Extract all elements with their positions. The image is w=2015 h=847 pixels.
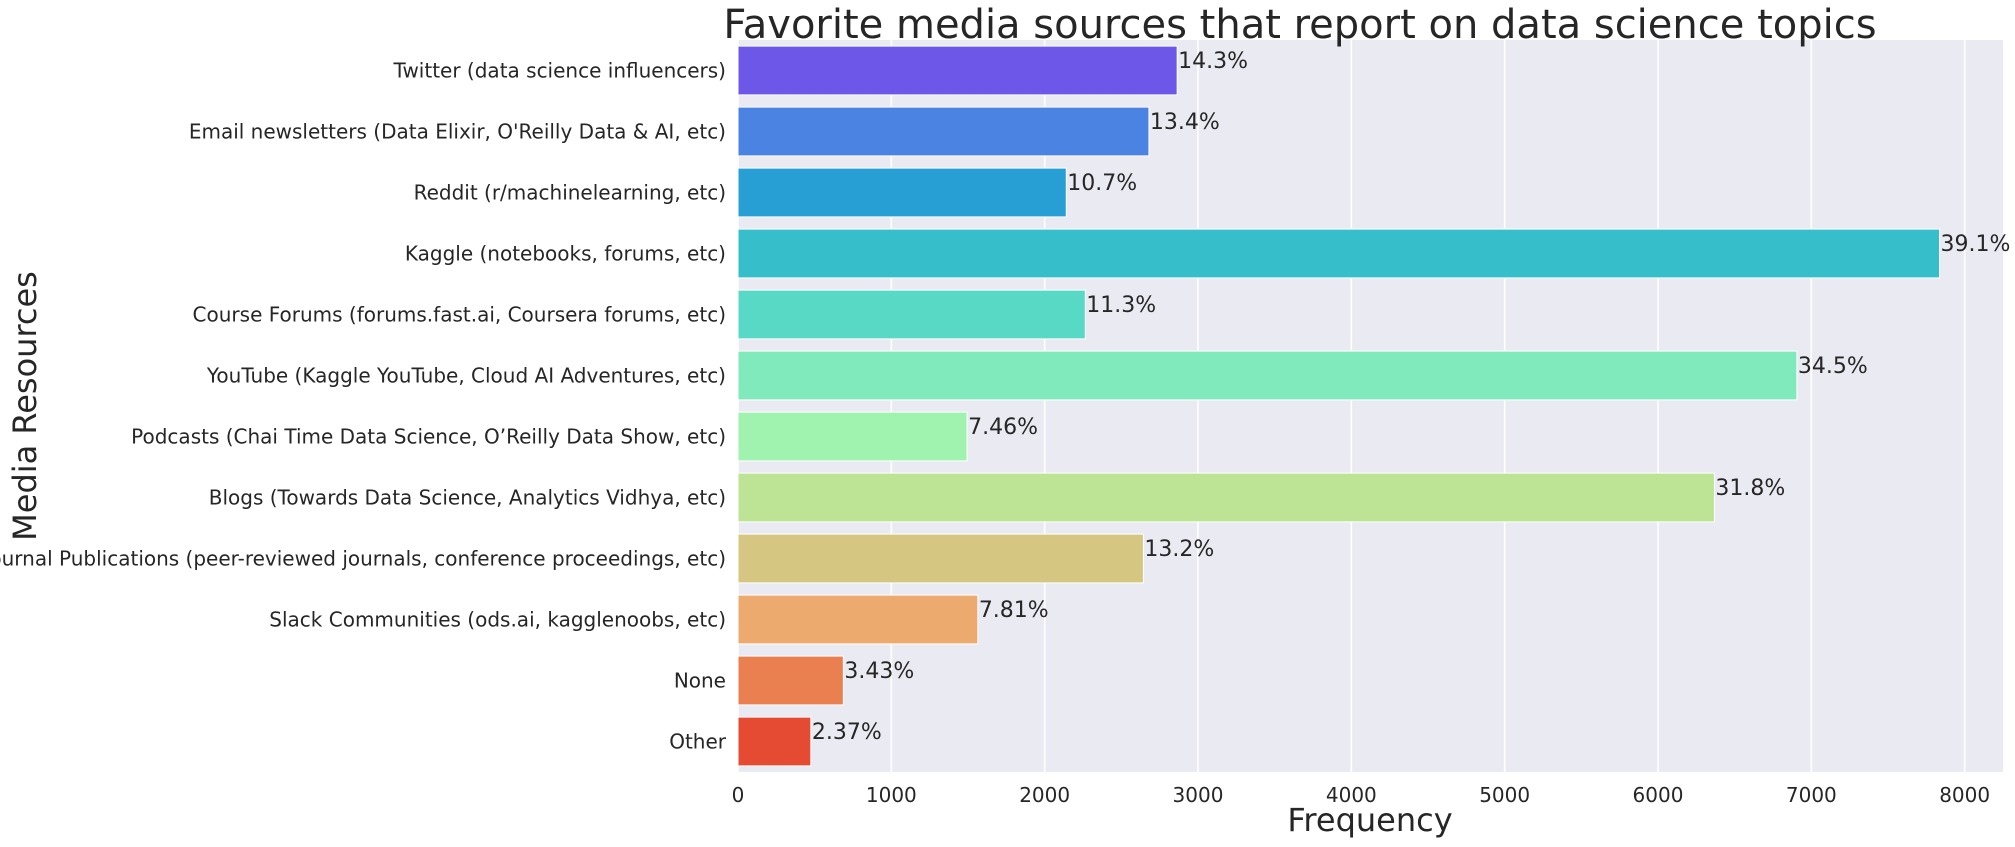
x-tick-label-6000: 6000: [1633, 783, 1684, 807]
bars: [737, 45, 1941, 767]
data-label-blogs-towards-data-science-analytics-vidhya-etc: 31.8%: [1715, 476, 1785, 501]
category-label-blogs-towards-data-science-analytics-vidhya-etc: Blogs (Towards Data Science, Analytics V…: [209, 486, 726, 510]
x-tick-label-8000: 8000: [1939, 783, 1990, 807]
x-tick-label-2000: 2000: [1019, 783, 1070, 807]
category-label-reddit-r-machinelearning-etc: Reddit (r/machinelearning, etc): [414, 181, 726, 205]
gridlines: [737, 40, 1966, 772]
data-label-twitter-data-science-influencers: 14.3%: [1178, 49, 1248, 74]
data-label-slack-communities-ods-ai-kagglenoobs-etc: 7.81%: [979, 598, 1049, 623]
bar-none: [737, 655, 844, 706]
bar-twitter-data-science-influencers: [737, 45, 1178, 96]
category-label-email-newsletters-data-elixir-o-reilly-data-ai-etc: Email newsletters (Data Elixir, O'Reilly…: [189, 120, 726, 144]
plot-background: [738, 40, 2003, 772]
bar-podcasts-chai-time-data-science-o-reilly-data-show-etc: [737, 411, 968, 462]
chart-title: Favorite media sources that report on da…: [723, 2, 1876, 48]
y-axis-title: Media Resources: [6, 271, 44, 541]
bar-email-newsletters-data-elixir-o-reilly-data-ai-etc: [737, 106, 1150, 157]
category-labels: Twitter (data science influencers) Email …: [0, 59, 727, 754]
category-label-other: Other: [669, 730, 727, 754]
category-label-none: None: [674, 669, 726, 693]
data-label-podcasts-chai-time-data-science-o-reilly-data-show-etc: 7.46%: [968, 415, 1038, 440]
x-tick-label-1000: 1000: [866, 783, 917, 807]
x-tick-label-5000: 5000: [1479, 783, 1530, 807]
data-label-youtube-kaggle-youtube-cloud-ai-adventures-etc: 34.5%: [1798, 354, 1868, 379]
bar-slack-communities-ods-ai-kagglenoobs-etc: [737, 594, 979, 645]
data-label-other: 2.37%: [812, 720, 882, 745]
bar-kaggle-notebooks-forums-etc: [737, 228, 1941, 279]
bar-course-forums-forums-fast-ai-coursera-forums-etc: [737, 289, 1086, 340]
x-axis-title: Frequency: [1287, 801, 1452, 839]
category-label-youtube-kaggle-youtube-cloud-ai-adventures-etc: YouTube (Kaggle YouTube, Cloud AI Advent…: [206, 364, 726, 388]
data-labels: 14.3% 13.4% 10.7% 39.1% 11.3% 34.5% 7.46% 31.8%…: [812, 49, 2011, 745]
data-label-none: 3.43%: [844, 659, 914, 684]
category-label-journal-publications-peer-reviewed-journals-conference-proceedings-etc: Journal Publications (peer-reviewed jour…: [0, 547, 726, 571]
category-label-kaggle-notebooks-forums-etc: Kaggle (notebooks, forums, etc): [405, 242, 726, 266]
category-label-podcasts-chai-time-data-science-o-reilly-data-show-etc: Podcasts (Chai Time Data Science, O’Reil…: [131, 425, 726, 449]
data-label-journal-publications-peer-reviewed-journals-conference-proceedings-etc: 13.2%: [1144, 537, 1214, 562]
bar-youtube-kaggle-youtube-cloud-ai-adventures-etc: [737, 350, 1798, 401]
bar-other: [737, 716, 812, 767]
bar-journal-publications-peer-reviewed-journals-conference-proceedings-etc: [737, 533, 1144, 584]
data-label-course-forums-forums-fast-ai-coursera-forums-etc: 11.3%: [1086, 293, 1156, 318]
x-tick-label-7000: 7000: [1786, 783, 1837, 807]
bar-blogs-towards-data-science-analytics-vidhya-etc: [737, 472, 1715, 523]
data-label-email-newsletters-data-elixir-o-reilly-data-ai-etc: 13.4%: [1150, 110, 1220, 135]
x-tick-label-3000: 3000: [1173, 783, 1224, 807]
category-label-course-forums-forums-fast-ai-coursera-forums-etc: Course Forums (forums.fast.ai, Coursera …: [193, 303, 726, 327]
bar-reddit-r-machinelearning-etc: [737, 167, 1067, 218]
x-tick-labels: 0 1000 2000 3000 4000 5000 6000 7000 8000: [732, 783, 1990, 807]
category-label-slack-communities-ods-ai-kagglenoobs-etc: Slack Communities (ods.ai, kagglenoobs, …: [269, 608, 726, 632]
x-tick-label-4000: 4000: [1326, 783, 1377, 807]
category-label-twitter-data-science-influencers: Twitter (data science influencers): [393, 59, 726, 83]
data-label-reddit-r-machinelearning-etc: 10.7%: [1067, 171, 1137, 196]
x-tick-label-0: 0: [732, 783, 745, 807]
data-label-kaggle-notebooks-forums-etc: 39.1%: [1941, 232, 2011, 257]
